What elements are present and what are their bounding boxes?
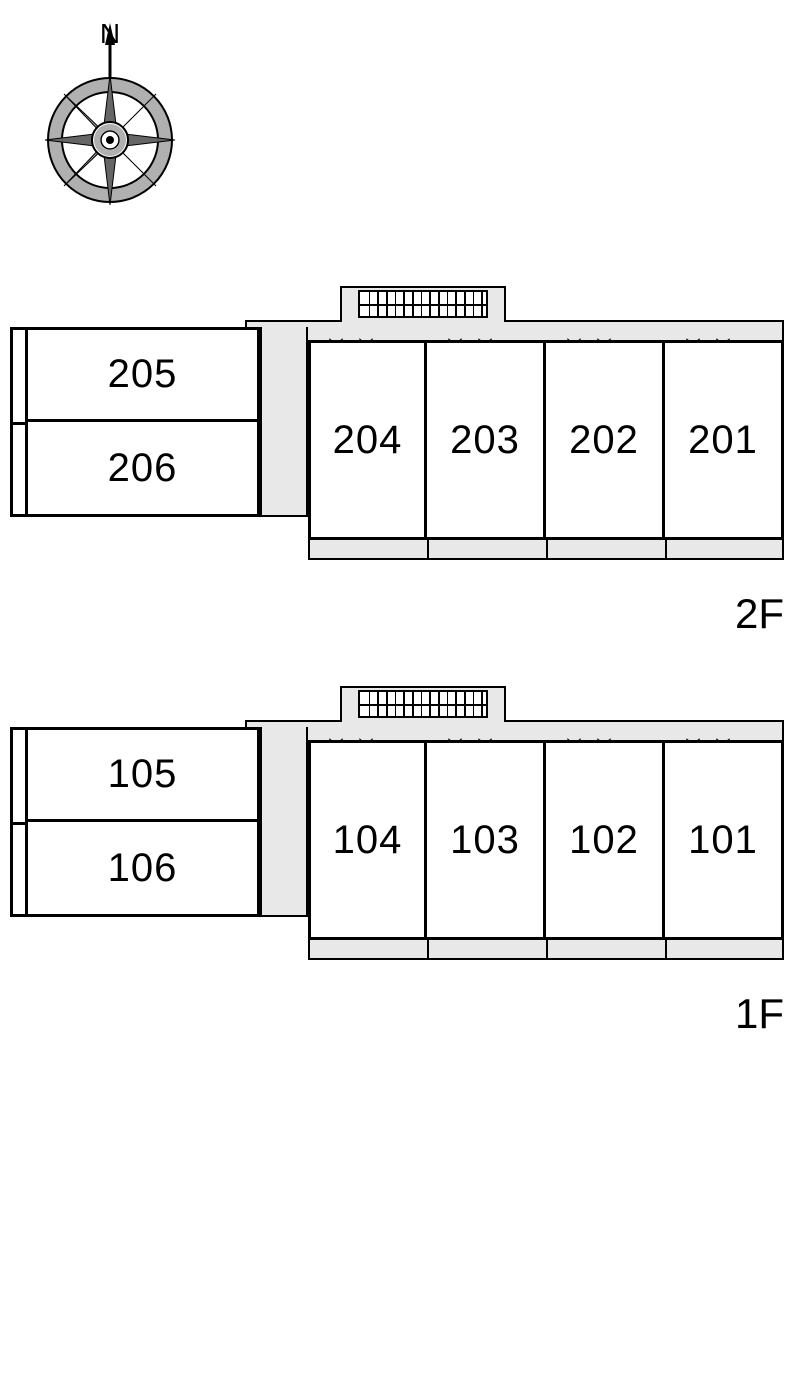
floor-2F: 204203202201 205206 2F [0, 280, 800, 660]
unit-106: 106 [25, 822, 260, 917]
corridor-connector [260, 727, 308, 917]
unit-101: 101 [665, 740, 784, 940]
door-arc-icon [475, 722, 495, 742]
door-arc-icon [564, 722, 584, 742]
stairs [358, 290, 488, 318]
door-arc-icon [356, 322, 376, 342]
unit-102: 102 [546, 740, 665, 940]
door-arc-icon [713, 322, 733, 342]
door-arc-icon [713, 722, 733, 742]
door-arc-icon [594, 722, 614, 742]
unit-206: 206 [25, 422, 260, 517]
floor-1F: 104103102101 105106 1F [0, 680, 800, 1060]
compass-rose: N [35, 15, 185, 220]
door-arc-icon [326, 322, 346, 342]
floor-label: 2F [735, 590, 784, 638]
corridor-connector [260, 327, 308, 517]
door-arc-icon [564, 322, 584, 342]
unit-201: 201 [665, 340, 784, 540]
door-arc-icon [445, 322, 465, 342]
unit-105: 105 [25, 727, 260, 822]
unit-202: 202 [546, 340, 665, 540]
door-arc-icon [683, 722, 703, 742]
unit-104: 104 [308, 740, 427, 940]
unit-103: 103 [427, 740, 546, 940]
door-arc-icon [445, 722, 465, 742]
unit-204: 204 [308, 340, 427, 540]
floor-label: 1F [735, 990, 784, 1038]
unit-203: 203 [427, 340, 546, 540]
stairs [358, 690, 488, 718]
unit-205: 205 [25, 327, 260, 422]
door-arc-icon [683, 322, 703, 342]
door-arc-icon [356, 722, 376, 742]
door-arc-icon [594, 322, 614, 342]
door-arc-icon [326, 722, 346, 742]
door-arc-icon [475, 322, 495, 342]
